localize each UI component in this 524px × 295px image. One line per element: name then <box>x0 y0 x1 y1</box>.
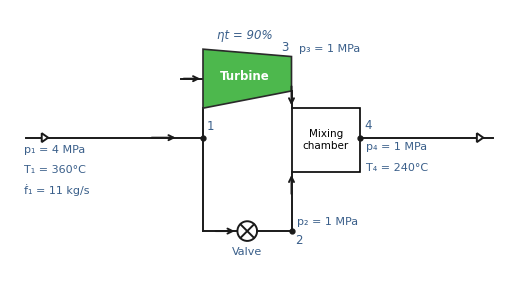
Text: Turbine: Turbine <box>220 70 270 83</box>
Text: p₂ = 1 MPa: p₂ = 1 MPa <box>298 217 358 227</box>
Text: Valve: Valve <box>232 247 263 257</box>
Text: 3: 3 <box>282 41 289 54</box>
Text: ηt = 90%: ηt = 90% <box>217 29 272 42</box>
Polygon shape <box>477 133 483 142</box>
Polygon shape <box>42 133 48 142</box>
Bar <box>291 108 361 172</box>
Polygon shape <box>203 49 291 108</box>
Text: p₁ = 4 MPa: p₁ = 4 MPa <box>24 145 85 155</box>
Text: p₄ = 1 MPa: p₄ = 1 MPa <box>366 142 428 152</box>
Text: p₃ = 1 MPa: p₃ = 1 MPa <box>299 44 360 54</box>
Text: T₁ = 360°C: T₁ = 360°C <box>24 165 85 175</box>
Text: Mixing
chamber: Mixing chamber <box>303 129 349 151</box>
Text: 1: 1 <box>207 120 214 133</box>
Text: T₄ = 240°C: T₄ = 240°C <box>366 163 428 173</box>
Text: 4: 4 <box>364 119 372 132</box>
Text: 2: 2 <box>296 234 303 247</box>
Text: ḟ₁ = 11 kg/s: ḟ₁ = 11 kg/s <box>24 184 89 196</box>
